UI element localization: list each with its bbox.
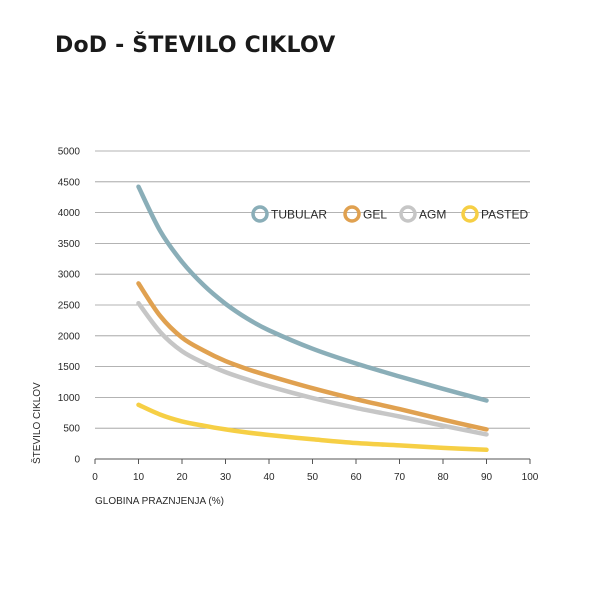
legend-label-tubular: TUBULAR bbox=[271, 208, 327, 222]
x-tick-label-0: 0 bbox=[92, 472, 98, 483]
x-tick-label-60: 60 bbox=[350, 472, 362, 483]
y-axis-label: ŠTEVILO CIKLOV bbox=[30, 382, 43, 464]
x-tick-label-20: 20 bbox=[176, 472, 188, 483]
y-tick-label-500: 500 bbox=[63, 424, 80, 435]
y-tick-label-0: 0 bbox=[74, 455, 80, 466]
legend-marker-pasted bbox=[461, 205, 479, 223]
legend-label-agm: AGM bbox=[419, 208, 446, 222]
y-tick-label-1500: 1500 bbox=[58, 362, 81, 373]
axes: 0500100015002000250030003500400045005000… bbox=[58, 147, 539, 484]
x-tick-label-90: 90 bbox=[481, 472, 493, 483]
y-tick-label-3500: 3500 bbox=[58, 239, 81, 250]
x-tick-label-70: 70 bbox=[394, 472, 406, 483]
y-tick-label-4000: 4000 bbox=[58, 208, 81, 219]
x-tick-label-50: 50 bbox=[307, 472, 319, 483]
y-tick-label-2500: 2500 bbox=[58, 301, 81, 312]
legend-marker-tubular bbox=[251, 205, 269, 223]
series-lines bbox=[136, 184, 489, 453]
y-tick-label-5000: 5000 bbox=[58, 147, 81, 158]
series-line-tubular bbox=[136, 184, 489, 403]
legend-marker-gel bbox=[343, 205, 361, 223]
y-tick-label-4500: 4500 bbox=[58, 177, 81, 188]
series-line-agm bbox=[136, 300, 489, 437]
chart-title: DoD - ŠTEVILO CIKLOV bbox=[55, 33, 336, 58]
y-tick-label-3000: 3000 bbox=[58, 270, 81, 281]
legend-label-pasted: PASTED bbox=[481, 208, 528, 222]
series-line-pasted bbox=[136, 402, 489, 453]
series-line-gel bbox=[136, 281, 489, 432]
x-tick-label-80: 80 bbox=[437, 472, 449, 483]
x-tick-label-40: 40 bbox=[263, 472, 275, 483]
legend: TUBULAR GEL AGM PASTED bbox=[251, 205, 528, 223]
legend-label-gel: GEL bbox=[363, 208, 387, 222]
x-tick-label-100: 100 bbox=[522, 472, 539, 483]
y-tick-label-1000: 1000 bbox=[58, 393, 81, 404]
x-tick-label-10: 10 bbox=[133, 472, 145, 483]
legend-marker-agm bbox=[399, 205, 417, 223]
y-tick-label-2000: 2000 bbox=[58, 331, 81, 342]
x-axis-label: GLOBINA PRAZNJENJA (%) bbox=[95, 496, 224, 507]
x-tick-label-30: 30 bbox=[220, 472, 232, 483]
